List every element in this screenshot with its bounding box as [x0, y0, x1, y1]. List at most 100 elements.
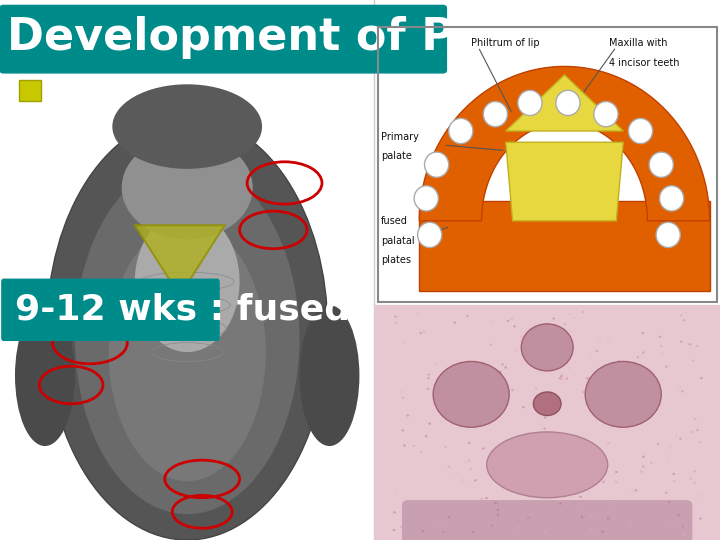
Ellipse shape	[660, 186, 684, 211]
Ellipse shape	[497, 514, 500, 516]
Ellipse shape	[586, 377, 589, 380]
Ellipse shape	[680, 518, 683, 521]
Ellipse shape	[580, 496, 582, 498]
Ellipse shape	[607, 442, 610, 444]
Ellipse shape	[445, 530, 448, 532]
Ellipse shape	[522, 406, 525, 408]
Ellipse shape	[428, 373, 431, 376]
Ellipse shape	[394, 315, 397, 318]
Ellipse shape	[490, 524, 493, 526]
Ellipse shape	[428, 422, 431, 425]
FancyBboxPatch shape	[419, 201, 710, 291]
Text: plates: plates	[382, 255, 411, 265]
Ellipse shape	[683, 534, 685, 536]
Ellipse shape	[505, 392, 508, 394]
Ellipse shape	[504, 366, 507, 369]
Ellipse shape	[621, 377, 624, 379]
Ellipse shape	[400, 526, 402, 528]
Ellipse shape	[499, 370, 502, 373]
Ellipse shape	[603, 395, 606, 397]
Ellipse shape	[678, 387, 681, 390]
Ellipse shape	[135, 211, 240, 352]
Ellipse shape	[491, 417, 494, 420]
Ellipse shape	[568, 367, 571, 369]
Ellipse shape	[582, 458, 585, 461]
Ellipse shape	[607, 341, 610, 343]
Ellipse shape	[551, 475, 554, 478]
Ellipse shape	[109, 223, 266, 481]
Ellipse shape	[642, 352, 645, 354]
Ellipse shape	[454, 321, 456, 324]
Ellipse shape	[681, 390, 684, 393]
Text: Primary: Primary	[382, 132, 419, 141]
Ellipse shape	[468, 442, 471, 444]
Ellipse shape	[690, 431, 693, 434]
Ellipse shape	[672, 472, 675, 475]
Ellipse shape	[449, 118, 473, 144]
Ellipse shape	[476, 408, 479, 410]
Ellipse shape	[300, 305, 359, 446]
Ellipse shape	[423, 330, 425, 333]
Ellipse shape	[649, 152, 673, 177]
Ellipse shape	[474, 424, 477, 427]
Ellipse shape	[602, 481, 605, 483]
Ellipse shape	[656, 222, 680, 247]
Ellipse shape	[696, 345, 698, 347]
Ellipse shape	[420, 450, 423, 453]
Ellipse shape	[620, 409, 623, 411]
Ellipse shape	[631, 489, 634, 491]
Ellipse shape	[527, 516, 530, 519]
Ellipse shape	[657, 443, 660, 445]
Ellipse shape	[441, 531, 444, 533]
Ellipse shape	[402, 397, 405, 399]
Ellipse shape	[556, 90, 580, 116]
Ellipse shape	[617, 360, 620, 362]
Ellipse shape	[693, 470, 696, 472]
Ellipse shape	[650, 462, 653, 464]
Ellipse shape	[466, 382, 468, 385]
Ellipse shape	[505, 480, 508, 482]
Ellipse shape	[672, 480, 675, 482]
Ellipse shape	[520, 335, 523, 338]
Ellipse shape	[590, 528, 593, 530]
Ellipse shape	[669, 447, 672, 449]
Ellipse shape	[690, 477, 693, 480]
Ellipse shape	[395, 322, 397, 324]
Ellipse shape	[598, 339, 601, 342]
Ellipse shape	[601, 530, 604, 533]
Ellipse shape	[392, 529, 395, 531]
Ellipse shape	[594, 102, 618, 127]
Ellipse shape	[403, 444, 406, 447]
Ellipse shape	[667, 501, 670, 503]
Ellipse shape	[685, 312, 688, 314]
Ellipse shape	[632, 408, 635, 410]
Ellipse shape	[634, 383, 637, 386]
Ellipse shape	[425, 152, 449, 177]
Ellipse shape	[122, 136, 253, 239]
Ellipse shape	[472, 531, 474, 533]
Ellipse shape	[561, 373, 564, 375]
Ellipse shape	[454, 472, 457, 475]
Ellipse shape	[611, 409, 613, 412]
Ellipse shape	[582, 391, 585, 393]
Ellipse shape	[596, 464, 599, 466]
Ellipse shape	[552, 345, 554, 348]
Ellipse shape	[485, 413, 487, 415]
Ellipse shape	[559, 502, 562, 505]
Ellipse shape	[496, 475, 499, 478]
Ellipse shape	[608, 518, 611, 520]
Ellipse shape	[692, 359, 695, 362]
Ellipse shape	[511, 473, 514, 475]
Ellipse shape	[468, 460, 470, 462]
Ellipse shape	[677, 514, 680, 517]
Ellipse shape	[559, 377, 562, 380]
Ellipse shape	[474, 479, 477, 482]
Ellipse shape	[565, 377, 568, 380]
Ellipse shape	[492, 369, 494, 372]
Ellipse shape	[532, 394, 535, 397]
Ellipse shape	[642, 332, 644, 334]
Ellipse shape	[425, 435, 428, 437]
Ellipse shape	[501, 363, 504, 366]
Text: palatal: palatal	[382, 235, 415, 246]
Ellipse shape	[422, 530, 424, 532]
